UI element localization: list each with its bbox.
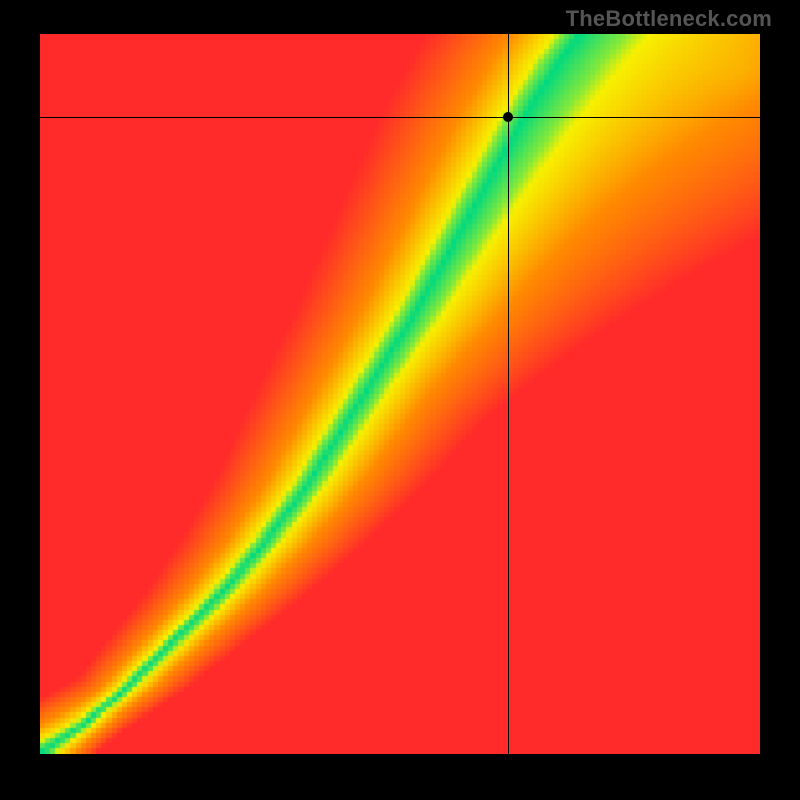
crosshair-dot <box>503 112 513 122</box>
crosshair-horizontal <box>40 117 760 118</box>
watermark-text: TheBottleneck.com <box>566 6 772 32</box>
crosshair-vertical <box>508 34 509 754</box>
bottleneck-heatmap <box>40 34 760 754</box>
plot-area <box>40 34 760 754</box>
figure-container: TheBottleneck.com <box>0 0 800 800</box>
